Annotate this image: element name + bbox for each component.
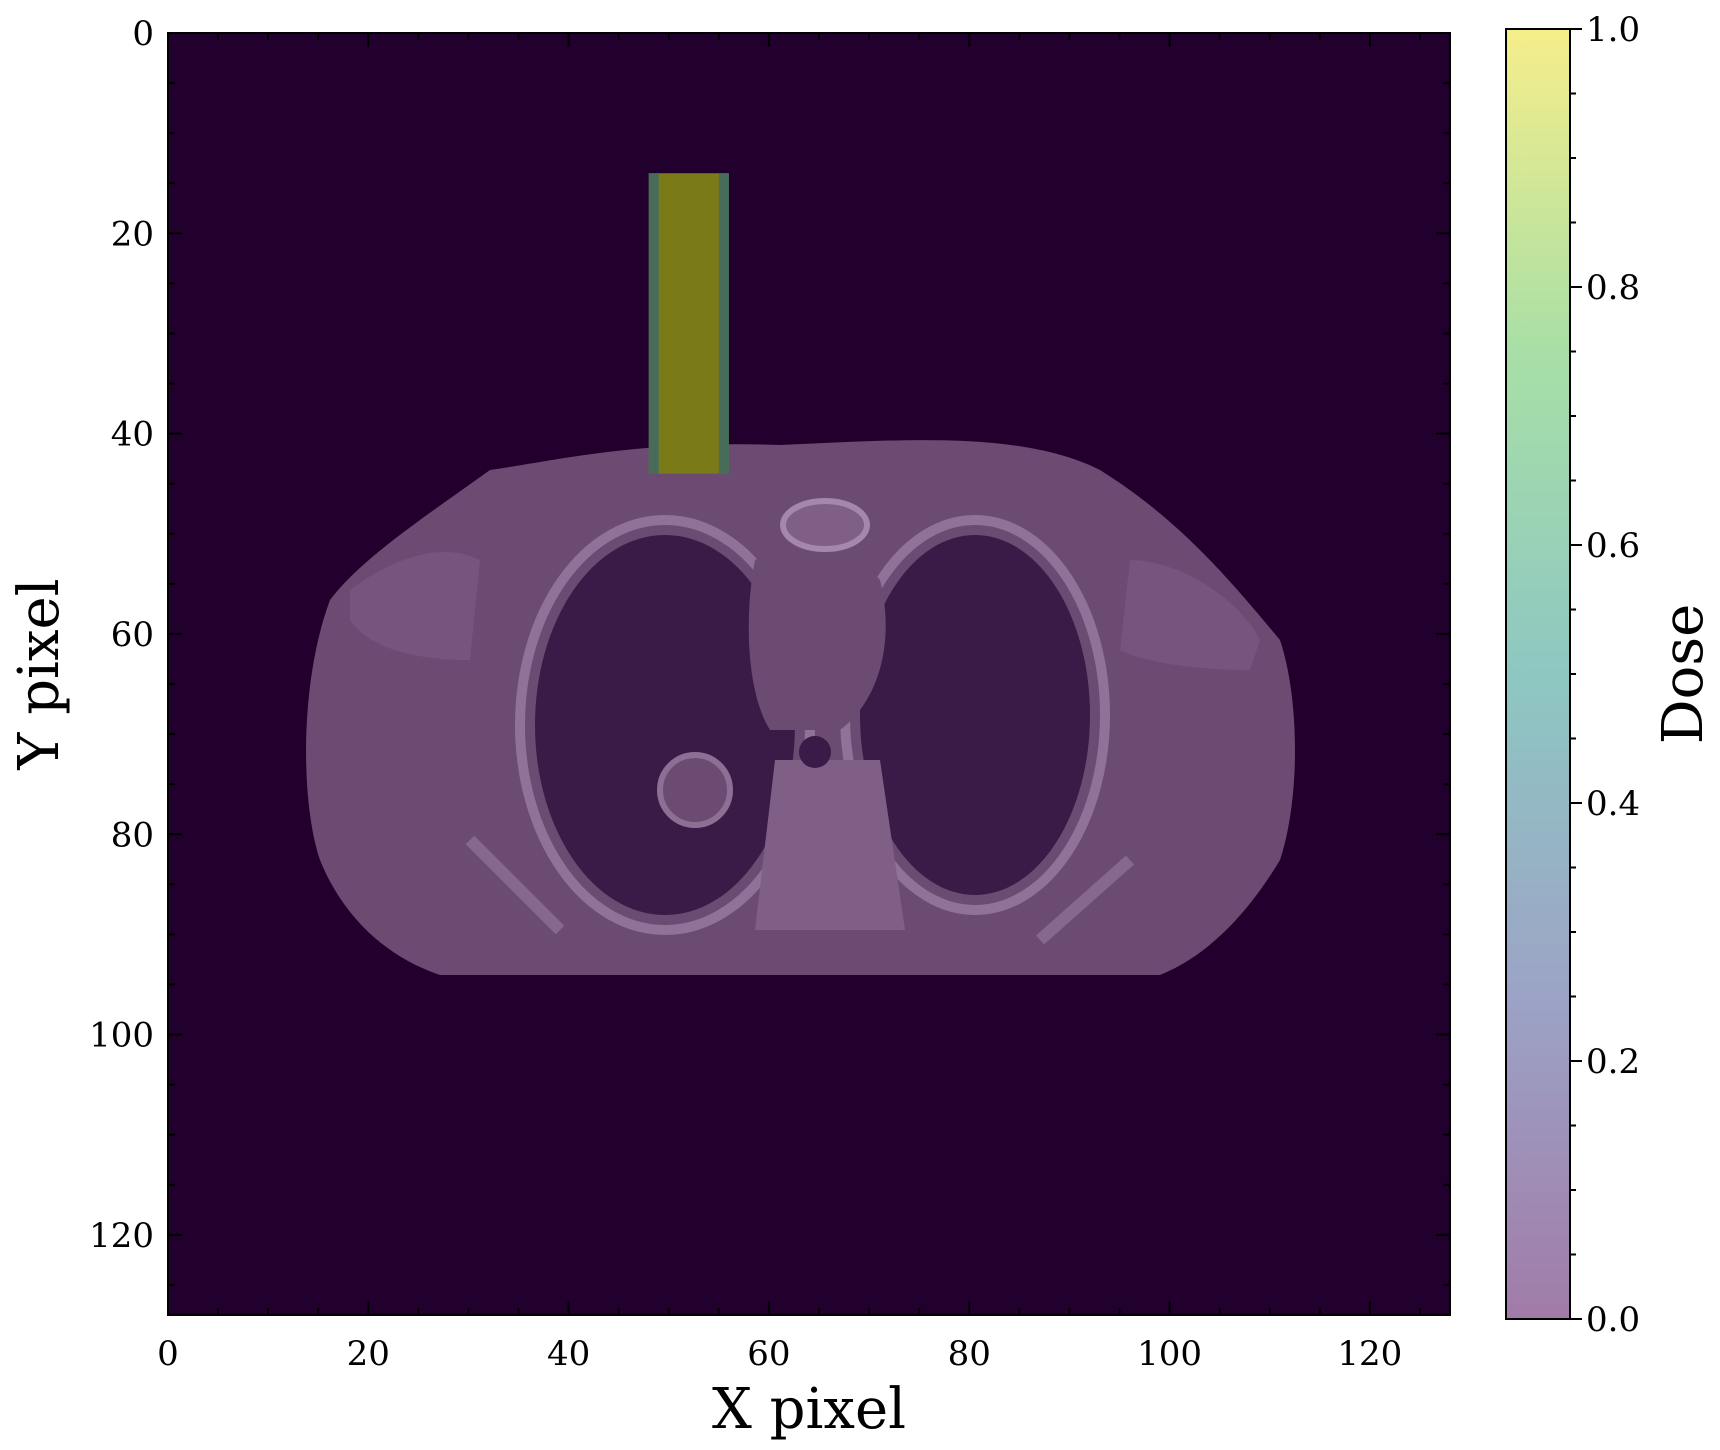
y-tick-label: 60	[111, 615, 154, 655]
lung-right	[860, 535, 1090, 895]
y-axis-label: Y pixel	[7, 578, 72, 770]
spine	[755, 760, 905, 930]
x-tick-label: 0	[157, 1334, 179, 1374]
colorbar-ticks: 0.0 0.2 0.4 0.6 0.8 1.0	[1570, 10, 1640, 1340]
lung-left	[535, 535, 795, 915]
mediastinum	[748, 548, 886, 730]
x-tick-label: 100	[1137, 1334, 1202, 1374]
y-tick-label: 40	[111, 415, 154, 455]
y-tick-label: 20	[111, 214, 154, 254]
colorbar: 0.0 0.2 0.4 0.6 0.8 1.0 Dose	[1505, 10, 1716, 1340]
ct-image-area	[168, 33, 1450, 1315]
colorbar-tick-label: 1.0	[1586, 10, 1640, 50]
colorbar-tick-label: 0.0	[1586, 1300, 1640, 1340]
dose-beam-edge-left	[648, 173, 659, 474]
x-tick-label: 120	[1337, 1334, 1402, 1374]
shoulder-left	[350, 551, 480, 660]
x-tick-label: 60	[747, 1334, 790, 1374]
lung-nodule	[657, 752, 733, 828]
x-axis-label: X pixel	[712, 1377, 906, 1442]
x-tick-label: 80	[948, 1334, 991, 1374]
x-tick-label: 20	[347, 1334, 390, 1374]
x-tick-label: 40	[547, 1334, 590, 1374]
dose-beam-edge-right	[718, 173, 729, 474]
shoulder-right	[1120, 560, 1260, 670]
y-tick-label: 0	[132, 14, 154, 54]
colorbar-tick-label: 0.8	[1586, 268, 1640, 308]
plot-frame	[167, 32, 1451, 1316]
y-tick-label: 120	[89, 1216, 154, 1256]
posterior-ribs-left	[465, 835, 565, 935]
y-tick-label: 100	[89, 1016, 154, 1056]
x-axis-ticks: 0 20 40 60 80 100 120	[157, 33, 1421, 1374]
posterior-ribs-right	[1036, 855, 1134, 945]
sternum	[780, 498, 870, 552]
colorbar-label: Dose	[1651, 604, 1716, 745]
colorbar-tick-label: 0.4	[1586, 784, 1640, 824]
y-axis-ticks: 0 20 40 60 80 100 120	[89, 14, 1450, 1286]
colorbar-tick-label: 0.2	[1586, 1042, 1640, 1082]
dose-beam-region	[648, 173, 729, 474]
y-tick-label: 80	[111, 815, 154, 855]
spinal-canal	[799, 736, 831, 768]
colorbar-gradient	[1505, 28, 1571, 1320]
colorbar-tick-label: 0.6	[1586, 526, 1640, 566]
